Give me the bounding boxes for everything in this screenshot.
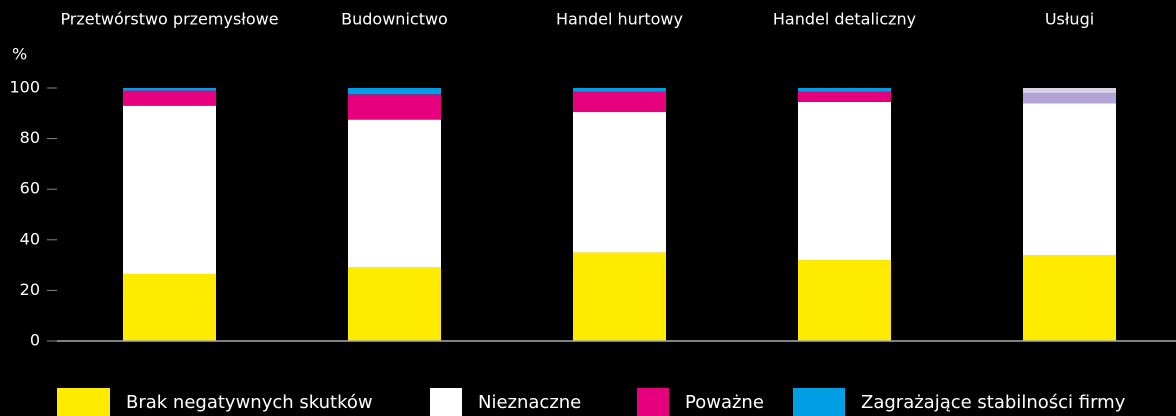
bar-segment	[1023, 103, 1116, 255]
bar-segment	[573, 112, 666, 253]
legend-label: Brak negatywnych skutków	[126, 392, 373, 413]
bar-segment	[798, 101, 891, 261]
bar-segment	[573, 88, 666, 92]
bar-segment	[798, 88, 891, 92]
bar-segment	[1023, 93, 1116, 104]
bar-segment	[348, 88, 441, 95]
bar-segment	[123, 88, 216, 91]
y-axis-label: %	[12, 45, 27, 64]
legend-label: Poważne	[685, 392, 764, 413]
category-label: Przetwórstwo przemysłowe	[60, 10, 278, 29]
bar-segment	[348, 119, 441, 268]
bar-segment	[798, 260, 891, 341]
bar-segment	[1023, 88, 1116, 94]
y-tick-label: 100	[9, 78, 40, 97]
category-label: Handel hurtowy	[556, 10, 683, 29]
legend-swatch	[793, 388, 845, 416]
y-tick-label: 80	[20, 128, 40, 147]
y-tick-label: 60	[20, 179, 40, 198]
bar-segment	[123, 105, 216, 274]
bar-segment	[123, 273, 216, 341]
legend-swatch	[57, 388, 110, 416]
bar-segment	[348, 267, 441, 341]
y-tick-label: 40	[20, 229, 40, 248]
bar-segment	[573, 252, 666, 341]
legend-swatch	[430, 388, 462, 416]
legend-label: Nieznaczne	[478, 392, 581, 413]
legend-label: Zagrażające stabilności firmy	[861, 392, 1126, 413]
y-tick-label: 0	[30, 331, 40, 350]
bar-segment	[123, 90, 216, 106]
y-tick-label: 20	[20, 280, 40, 299]
category-label: Usługi	[1045, 10, 1094, 29]
bar-segment	[348, 94, 441, 120]
legend-swatch	[637, 388, 669, 416]
bar-segment	[1023, 254, 1116, 341]
category-label: Budownictwo	[341, 10, 448, 29]
bar-segment	[573, 91, 666, 113]
category-label: Handel detaliczny	[773, 10, 916, 29]
bar-segment	[798, 91, 891, 102]
